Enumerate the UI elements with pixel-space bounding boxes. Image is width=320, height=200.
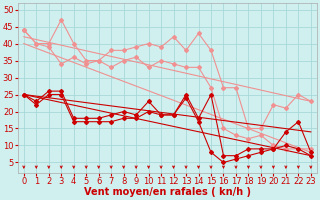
X-axis label: Vent moyen/en rafales ( kn/h ): Vent moyen/en rafales ( kn/h ): [84, 187, 251, 197]
